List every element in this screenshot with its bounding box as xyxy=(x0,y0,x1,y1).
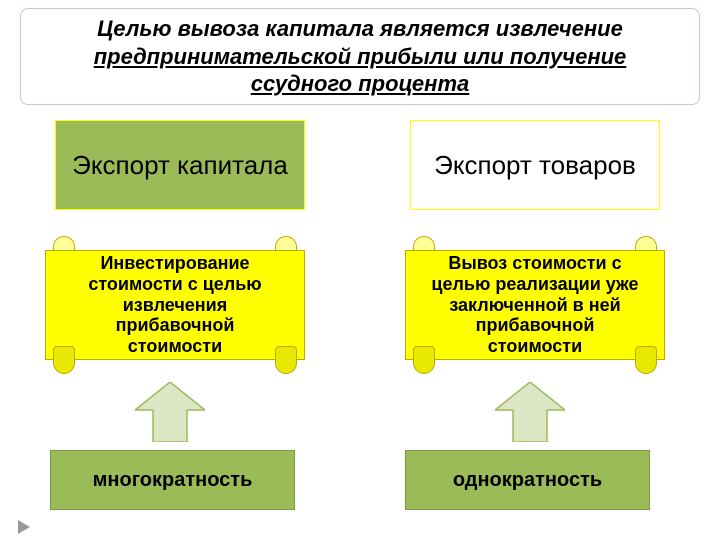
arrow-up-icon xyxy=(135,382,205,442)
scroll-curl-icon xyxy=(635,346,657,374)
title-line-1: Целью вывоза капитала является извлечени… xyxy=(31,15,689,43)
scroll-body: Инвестирование стоимости с целью извлече… xyxy=(45,250,305,360)
scroll-body: Вывоз стоимости с целью реализации уже з… xyxy=(405,250,665,360)
title-line-2: предпринимательской прибыли или получени… xyxy=(31,43,689,71)
frequency-multiple: многократность xyxy=(50,450,295,510)
scroll-goods-desc: Вывоз стоимости с целью реализации уже з… xyxy=(405,240,665,370)
category-goods-export: Экспорт товаров xyxy=(410,120,660,210)
frequency-multiple-label: многократность xyxy=(93,469,253,492)
slide-marker-icon xyxy=(18,520,30,534)
scroll-curl-icon xyxy=(53,346,75,374)
title-line-3: ссудного процента xyxy=(31,70,689,98)
arrow-up-icon xyxy=(495,382,565,442)
goods-desc-text: Вывоз стоимости с целью реализации уже з… xyxy=(426,253,644,356)
scroll-capital-desc: Инвестирование стоимости с целью извлече… xyxy=(45,240,305,370)
scroll-curl-icon xyxy=(413,346,435,374)
frequency-single-label: однократность xyxy=(453,469,602,492)
capital-desc-text: Инвестирование стоимости с целью извлече… xyxy=(66,253,284,356)
category-capital-export: Экспорт капитала xyxy=(55,120,305,210)
frequency-single: однократность xyxy=(405,450,650,510)
scroll-curl-icon xyxy=(275,346,297,374)
title-box: Целью вывоза капитала является извлечени… xyxy=(20,8,700,105)
category-capital-label: Экспорт капитала xyxy=(72,151,288,180)
category-goods-label: Экспорт товаров xyxy=(434,151,636,180)
